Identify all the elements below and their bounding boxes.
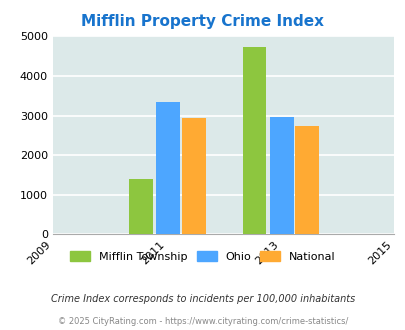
Bar [269,117,293,234]
Bar [129,179,152,234]
Legend: Mifflin Township, Ohio, National: Mifflin Township, Ohio, National [66,247,339,267]
Bar [242,48,266,234]
Bar [181,118,205,234]
Text: Mifflin Property Crime Index: Mifflin Property Crime Index [81,14,324,29]
Bar [156,102,180,234]
Bar [295,126,319,234]
Text: Crime Index corresponds to incidents per 100,000 inhabitants: Crime Index corresponds to incidents per… [51,294,354,304]
Text: © 2025 CityRating.com - https://www.cityrating.com/crime-statistics/: © 2025 CityRating.com - https://www.city… [58,317,347,326]
